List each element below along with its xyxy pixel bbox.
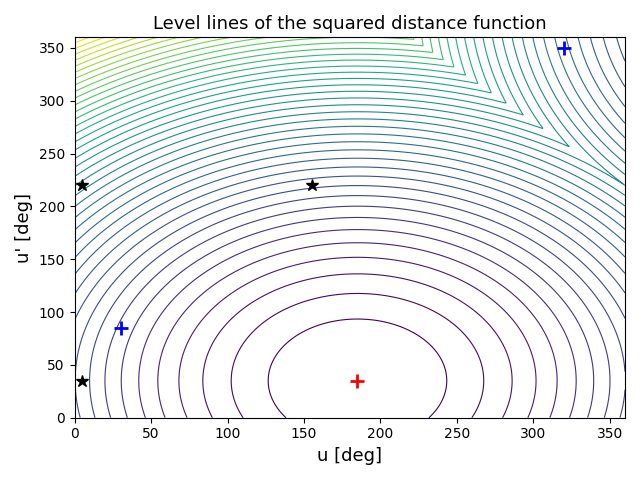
Title: Level lines of the squared distance function: Level lines of the squared distance func… — [153, 15, 547, 33]
Y-axis label: u' [deg]: u' [deg] — [15, 192, 33, 263]
X-axis label: u [deg]: u [deg] — [317, 447, 382, 465]
